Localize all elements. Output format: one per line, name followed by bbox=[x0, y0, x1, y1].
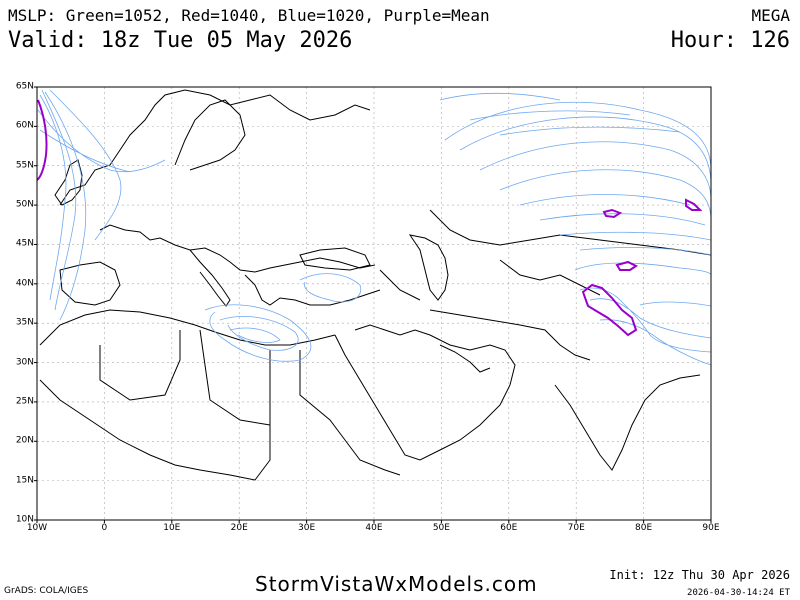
lon-label: 40E bbox=[365, 523, 383, 533]
purple-contour-tibet-2 bbox=[685, 198, 703, 211]
purple-contour-west bbox=[37, 99, 48, 181]
europe-coast bbox=[59, 89, 376, 273]
init-time: Init: 12z Thu 30 Apr 2026 bbox=[609, 568, 790, 582]
purple-contour-pakistan bbox=[615, 260, 638, 271]
blue-contour-west bbox=[37, 89, 166, 321]
lon-label: 20E bbox=[230, 523, 248, 533]
lat-label: 45N bbox=[15, 238, 34, 249]
lat-label: 20N bbox=[15, 435, 34, 446]
lon-label: 30E bbox=[298, 523, 316, 533]
purple-contour-india bbox=[581, 283, 638, 337]
blue-1020-contours bbox=[37, 89, 711, 366]
purple-contour-tibet-1 bbox=[602, 208, 623, 219]
lon-label: 0 bbox=[101, 523, 108, 533]
british-isles bbox=[54, 159, 83, 206]
lat-label: 40N bbox=[15, 278, 34, 289]
scandinavia-coast bbox=[174, 99, 246, 171]
black-sea bbox=[299, 247, 371, 271]
lat-label: 35N bbox=[15, 317, 34, 328]
coastlines-borders bbox=[39, 89, 711, 481]
lat-label: 55N bbox=[15, 160, 34, 171]
site-name: StormVistaWxModels.com bbox=[255, 572, 538, 596]
lon-label: 50E bbox=[432, 523, 450, 533]
lat-label: 10N bbox=[15, 514, 34, 525]
africa-borders bbox=[39, 329, 401, 481]
blue-contour-med bbox=[204, 273, 362, 362]
generation-stamp: 2026-04-30-14:24 ET bbox=[687, 588, 790, 598]
greece-turkey-coast bbox=[244, 274, 381, 306]
grads-credit: GrADS: COLA/IGES bbox=[4, 586, 89, 596]
purple-mean-contours bbox=[37, 99, 703, 337]
forecast-hour: Hour: 126 bbox=[670, 28, 790, 53]
red-sea-arabia bbox=[334, 324, 516, 461]
valid-time: Valid: 18z Tue 05 May 2026 bbox=[8, 28, 353, 53]
north-africa-coast bbox=[39, 309, 336, 346]
lat-label: 50N bbox=[15, 199, 34, 210]
graticule bbox=[37, 87, 711, 520]
lon-label: 90E bbox=[702, 523, 720, 533]
blue-contour-central-asia bbox=[444, 101, 711, 256]
legend-line: MSLP: Green=1052, Red=1040, Blue=1020, P… bbox=[8, 6, 490, 25]
lat-label: 30N bbox=[15, 357, 34, 368]
lon-label: 10W bbox=[26, 523, 48, 533]
asia-borders bbox=[379, 209, 711, 361]
lon-label: 70E bbox=[567, 523, 585, 533]
lat-label: 60N bbox=[15, 120, 34, 131]
lon-label: 80E bbox=[635, 523, 653, 533]
lon-label: 60E bbox=[500, 523, 518, 533]
blue-contour-himalaya bbox=[574, 262, 711, 366]
caspian-sea bbox=[408, 234, 449, 301]
lat-label: 65N bbox=[15, 81, 34, 92]
iberia-coast bbox=[59, 261, 121, 306]
lon-label: 10E bbox=[163, 523, 181, 533]
italy-coast bbox=[189, 249, 231, 307]
lat-label: 25N bbox=[15, 396, 34, 407]
persian-gulf bbox=[439, 344, 491, 373]
axis-ticks bbox=[34, 86, 712, 523]
blue-contour-north bbox=[439, 92, 681, 136]
model-name: MEGA bbox=[751, 6, 790, 25]
lat-label: 15N bbox=[15, 475, 34, 486]
india-coast bbox=[554, 374, 701, 471]
